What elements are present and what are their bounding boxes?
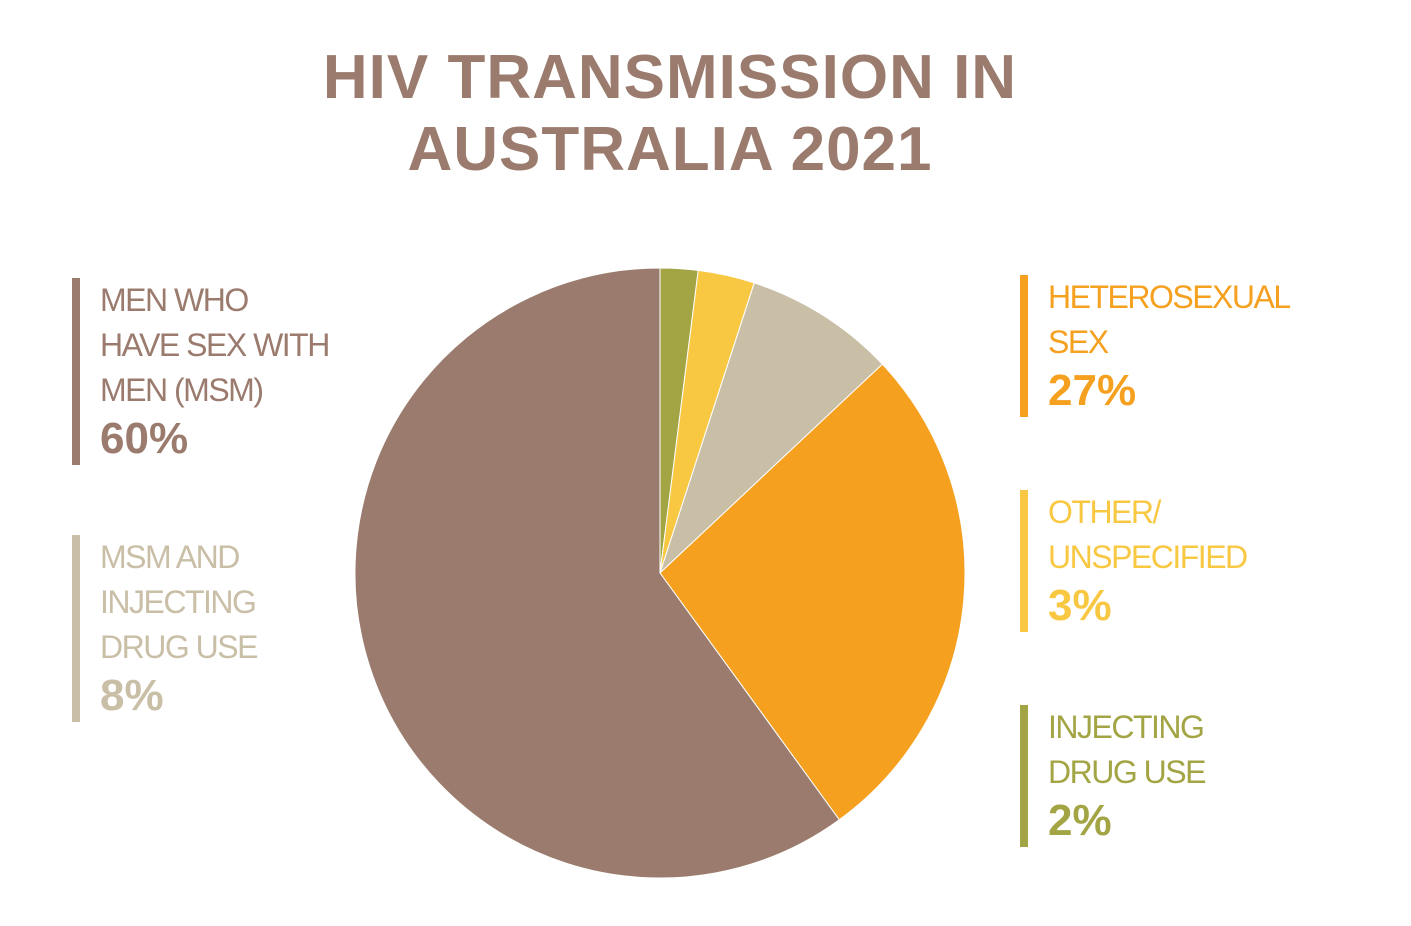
legend-entry: INJECTING DRUG USE 2% <box>1020 705 1206 847</box>
legend-entry: HETEROSEXUAL SEX 27% <box>1020 275 1291 417</box>
value-label: 8% <box>100 671 164 720</box>
legend-entry: MSM AND INJECTING DRUG USE 8% <box>72 535 258 722</box>
legend-entry: OTHER/ UNSPECIFIED 3% <box>1020 490 1248 632</box>
value-label: 3% <box>1048 581 1112 630</box>
legend-label: HETEROSEXUAL SEX <box>1048 279 1291 360</box>
pie-slice <box>659 282 884 574</box>
chart-title: HIV TRANSMISSION IN AUSTRALIA 2021 <box>322 43 1018 184</box>
value-label: 60% <box>100 414 189 463</box>
value-label: 2% <box>1048 796 1112 845</box>
value-label: 27% <box>1048 366 1137 415</box>
legend-label: INJECTING DRUG USE <box>1048 709 1206 790</box>
pie-slice <box>659 363 966 821</box>
legend-label: MEN WHO HAVE SEX WITH MEN (MSM) <box>100 282 330 408</box>
pie-slice <box>354 267 840 879</box>
legend-label: MSM AND INJECTING DRUG USE <box>100 539 258 665</box>
legend-entry: MEN WHO HAVE SEX WITH MEN (MSM) 60% <box>72 278 330 465</box>
legend-label: OTHER/ UNSPECIFIED <box>1048 494 1248 575</box>
